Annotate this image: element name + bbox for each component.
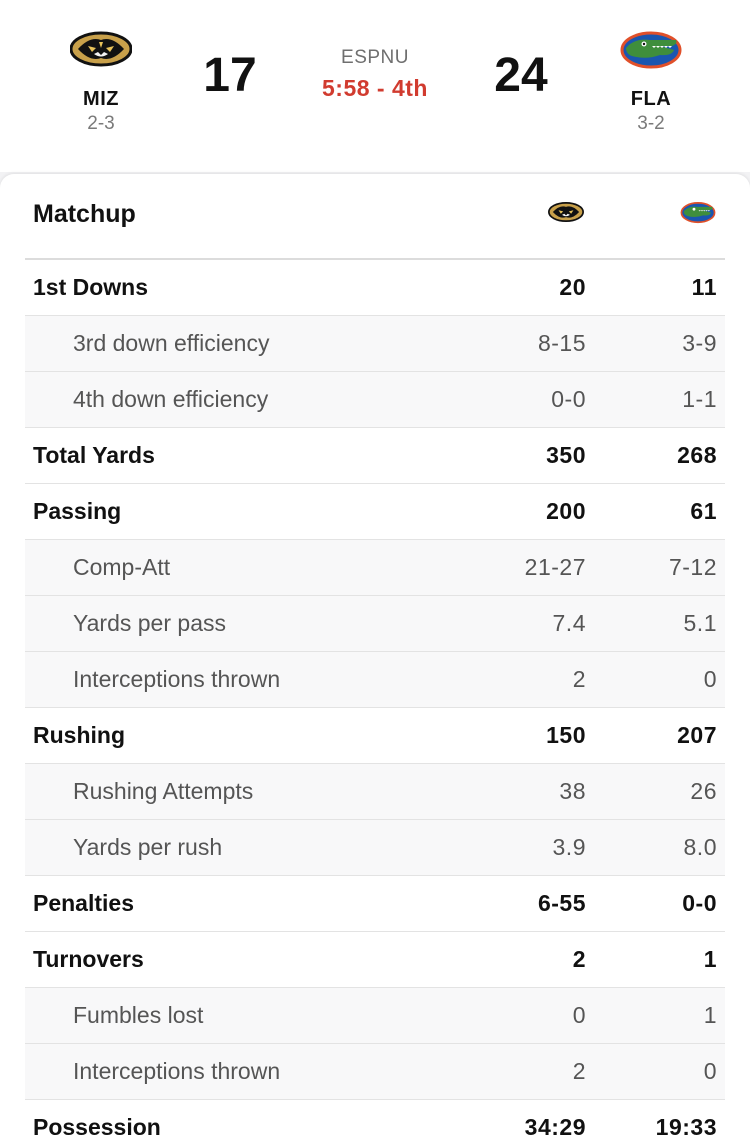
away-stat-value: 0 [572,1002,586,1028]
away-stat-value: 6-55 [537,890,586,916]
missouri-tiger-logo-icon [548,202,584,222]
home-stat-value: 19:33 [655,1114,717,1140]
home-stat-value: 268 [677,442,717,468]
stat-label: Total Yards [33,442,155,468]
stat-label: Turnovers [33,946,144,972]
stat-label: Yards per rush [73,834,223,860]
away-stat-value: 7.4 [552,610,586,636]
stat-row-penalties: Penalties 6-55 0-0 [25,876,725,932]
away-stat-value: 2 [572,666,586,692]
scoreboard: MIZ 2-3 17 ESPNU 5:58 - 4th 24 FLA 3-2 [0,0,750,172]
home-stat-value: 26 [690,778,717,804]
stat-row-possession: Possession 34:29 19:33 [25,1100,725,1148]
away-stat-value: 200 [546,498,586,524]
stat-label: 4th down efficiency [73,386,269,412]
stat-label: Passing [33,498,122,524]
home-score: 24 [494,49,548,102]
stat-label: Fumbles lost [73,1002,204,1028]
stat-row-turnovers: Turnovers 2 1 [25,932,725,988]
stat-row-interceptions-thrown-2: Interceptions thrown 2 0 [25,1044,725,1100]
stat-label: 3rd down efficiency [73,330,270,356]
matchup-title: Matchup [33,200,136,228]
stat-row-interceptions-thrown: Interceptions thrown 2 0 [25,652,725,708]
stat-row-fourth-down-efficiency: 4th down efficiency 0-0 1-1 [25,372,725,428]
home-stat-value: 1 [703,1002,717,1028]
away-stat-value: 0-0 [551,386,586,412]
away-score: 17 [203,49,257,102]
stat-label: Rushing Attempts [73,778,254,804]
away-stat-value: 34:29 [524,1114,586,1140]
florida-gator-logo-icon [680,202,716,224]
stat-row-total-yards: Total Yards 350 268 [25,428,725,484]
home-team-record: 3-2 [637,113,665,134]
away-stat-value: 2 [572,946,586,972]
home-stat-value: 1 [703,946,717,972]
stat-row-yards-per-rush: Yards per rush 3.9 8.0 [25,820,725,876]
away-stat-value: 150 [546,722,586,748]
away-team[interactable]: MIZ 2-3 [41,28,161,134]
away-team-abbr: MIZ [83,88,119,110]
stat-label: Possession [33,1114,161,1140]
away-stat-value: 20 [559,274,586,300]
stat-row-third-down-efficiency: 3rd down efficiency 8-15 3-9 [25,316,725,372]
stats-table: 1st Downs 20 11 3rd down efficiency 8-15… [25,260,725,1148]
home-stat-value: 0 [703,1058,717,1084]
home-stat-value: 1-1 [682,386,717,412]
stat-label: Yards per pass [73,610,226,636]
stat-label: Penalties [33,890,134,916]
game-clock: 5:58 - 4th [322,75,428,101]
stat-row-yards-per-pass: Yards per pass 7.4 5.1 [25,596,725,652]
florida-gator-logo-icon [620,31,682,69]
home-team[interactable]: FLA 3-2 [591,28,711,134]
stat-label: Interceptions thrown [73,666,281,692]
matchup-header: Matchup [25,174,725,260]
away-stat-value: 38 [559,778,586,804]
away-stat-value: 21-27 [524,554,586,580]
missouri-tiger-logo-icon [70,31,132,67]
matchup-card: Matchup 1st Downs 20 11 3rd down eff [0,174,750,1148]
home-stat-value: 207 [677,722,717,748]
away-stat-value: 2 [572,1058,586,1084]
stat-row-rushing: Rushing 150 207 [25,708,725,764]
home-stat-value: 61 [690,498,717,524]
tv-network: ESPNU [341,47,409,68]
away-stat-value: 350 [546,442,586,468]
stat-row-fumbles-lost: Fumbles lost 0 1 [25,988,725,1044]
stat-row-rushing-attempts: Rushing Attempts 38 26 [25,764,725,820]
home-stat-value: 11 [691,274,717,300]
game-status: ESPNU 5:58 - 4th [275,46,475,102]
home-stat-value: 3-9 [682,330,717,356]
stat-label: Comp-Att [73,554,171,580]
home-stat-value: 7-12 [668,554,717,580]
home-stat-value: 0-0 [682,890,717,916]
stat-row-passing: Passing 200 61 [25,484,725,540]
stat-row-first-downs: 1st Downs 20 11 [25,260,725,316]
stat-label: Interceptions thrown [73,1058,281,1084]
home-stat-value: 0 [703,666,717,692]
stat-label: Rushing [33,722,125,748]
away-stat-value: 8-15 [537,330,586,356]
away-stat-value: 3.9 [552,834,586,860]
home-team-abbr: FLA [630,88,672,110]
home-stat-value: 8.0 [683,834,717,860]
away-team-record: 2-3 [87,113,115,134]
stat-row-comp-att: Comp-Att 21-27 7-12 [25,540,725,596]
stat-label: 1st Downs [33,274,149,300]
home-stat-value: 5.1 [683,610,717,636]
